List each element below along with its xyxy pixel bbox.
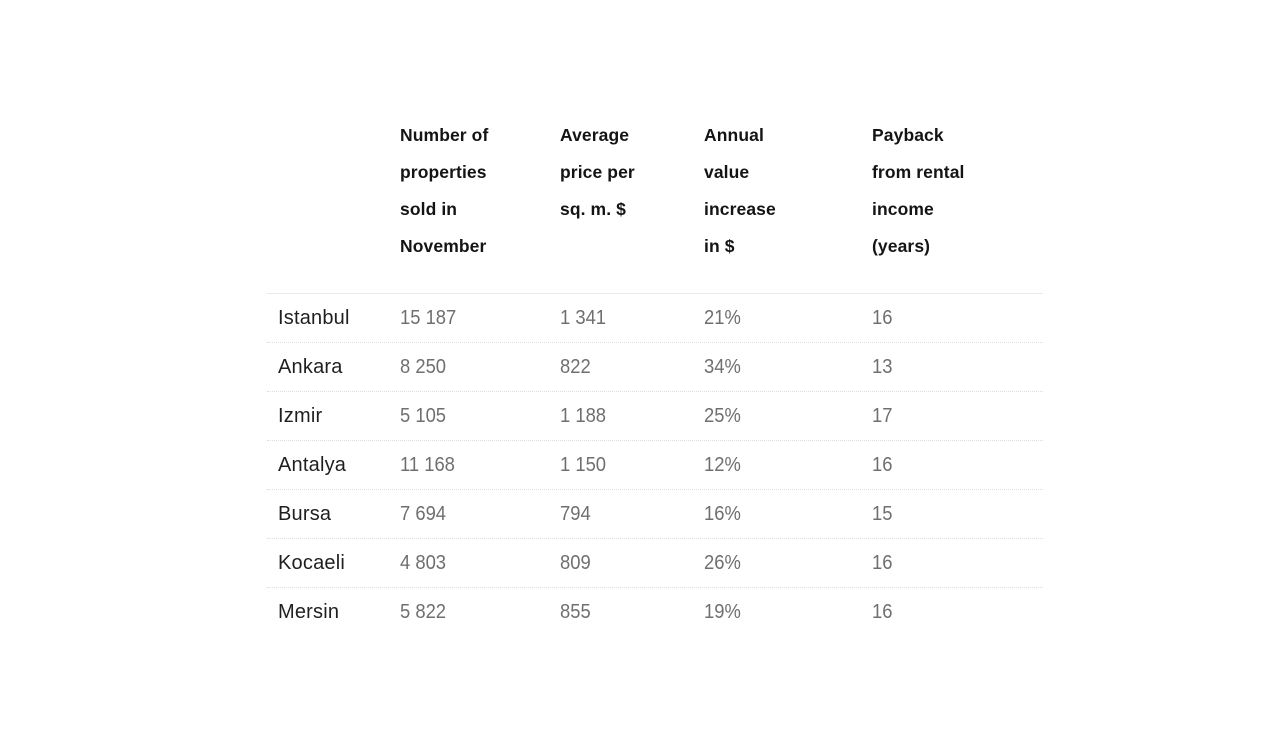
- cell-payback: 15: [872, 503, 1043, 526]
- cell-value: 1 341: [560, 306, 607, 329]
- table-body: Istanbul 15 187 1 341 21% 16 Ankara 8 250 822 34…: [267, 293, 1043, 637]
- cell-properties_sold: 5 822: [400, 601, 560, 624]
- column-header-line: income: [872, 199, 934, 219]
- cell-value: 1 188: [560, 404, 607, 427]
- cell-properties_sold: 5 105: [400, 405, 560, 428]
- cell-avg_price: 809: [560, 552, 704, 575]
- cell-value: 7 694: [400, 502, 447, 525]
- table-row: Izmir 5 105 1 188 25% 17: [267, 392, 1043, 441]
- cell-value: 855: [560, 601, 591, 623]
- cell-annual_increase: 16%: [704, 503, 872, 526]
- cell-annual_increase: 21%: [704, 307, 872, 330]
- table-row: Ankara 8 250 822 34% 13: [267, 343, 1043, 392]
- cell-payback: 16: [872, 454, 1043, 477]
- cell-value: 19%: [704, 601, 741, 623]
- table-row: Kocaeli 4 803 809 26% 16: [267, 539, 1043, 588]
- cell-properties_sold: 15 187: [400, 307, 560, 330]
- cell-value: 4 803: [400, 551, 447, 574]
- cell-value: 11 168: [400, 453, 455, 476]
- column-header-line: (years): [872, 236, 931, 256]
- cell-value: 16: [872, 601, 893, 623]
- column-header-line: from rental: [872, 162, 965, 182]
- column-header-payback: Payback from rental income (years): [872, 117, 1043, 265]
- cell-value: 5 822: [400, 601, 447, 623]
- cell-value: 16: [872, 551, 893, 574]
- cell-payback: 17: [872, 405, 1043, 428]
- table-row: Istanbul 15 187 1 341 21% 16: [267, 294, 1043, 343]
- table-row: Antalya 11 168 1 150 12% 16: [267, 441, 1043, 490]
- cell-value: 809: [560, 551, 591, 574]
- city-name: Izmir: [278, 404, 323, 427]
- city-name: Ankara: [278, 355, 343, 378]
- column-header-properties_sold: Number of properties sold in November: [400, 117, 560, 265]
- column-header-line: sq. m. $: [560, 199, 626, 219]
- city-property-table: Number of properties sold in November Averag…: [267, 117, 1043, 637]
- column-header-line: Annual: [704, 125, 764, 145]
- cell-value: 8 250: [400, 355, 447, 378]
- cell-value: 13: [872, 355, 893, 378]
- cell-value: 794: [560, 502, 591, 525]
- cell-value: 1 150: [560, 453, 607, 476]
- cell-properties_sold: 4 803: [400, 552, 560, 575]
- cell-payback: 16: [872, 552, 1043, 575]
- cell-properties_sold: 8 250: [400, 356, 560, 379]
- cell-properties_sold: 11 168: [400, 454, 560, 477]
- cell-properties_sold: 7 694: [400, 503, 560, 526]
- city-name: Bursa: [278, 502, 332, 525]
- column-header-line: in $: [704, 236, 735, 256]
- cell-annual_increase: 34%: [704, 356, 872, 379]
- cell-value: 16: [872, 453, 893, 476]
- column-header-line: sold in: [400, 199, 458, 219]
- cell-value: 34%: [704, 355, 741, 378]
- city-name: Antalya: [278, 453, 347, 476]
- column-header-line: price per: [560, 162, 635, 182]
- cell-avg_price: 1 150: [560, 454, 704, 477]
- cell-annual_increase: 26%: [704, 552, 872, 575]
- column-header-line: Number of: [400, 125, 489, 145]
- column-header-avg_price: Average price per sq. m. $: [560, 117, 704, 228]
- cell-annual_increase: 12%: [704, 454, 872, 477]
- column-header-line: Average: [560, 125, 630, 145]
- cell-payback: 16: [872, 601, 1043, 624]
- city-name: Kocaeli: [278, 551, 345, 574]
- cell-avg_price: 1 188: [560, 405, 704, 428]
- table-row: Bursa 7 694 794 16% 15: [267, 490, 1043, 539]
- cell-value: 5 105: [400, 404, 447, 427]
- cell-payback: 16: [872, 307, 1043, 330]
- column-header-line: properties: [400, 162, 487, 182]
- column-header-line: increase: [704, 199, 776, 219]
- city-name: Istanbul: [278, 306, 350, 329]
- cell-value: 822: [560, 355, 591, 378]
- cell-value: 16: [872, 306, 893, 329]
- cell-value: 21%: [704, 306, 741, 329]
- cell-value: 15: [872, 502, 893, 525]
- city-name: Mersin: [278, 601, 340, 623]
- cell-value: 15 187: [400, 306, 457, 329]
- column-header-annual_increase: Annual value increase in $: [704, 117, 872, 265]
- table-row: Mersin 5 822 855 19% 16: [267, 588, 1043, 637]
- cell-avg_price: 855: [560, 601, 704, 624]
- cell-value: 16%: [704, 502, 741, 525]
- cell-payback: 13: [872, 356, 1043, 379]
- cell-value: 25%: [704, 404, 741, 427]
- cell-value: 17: [872, 404, 893, 427]
- cell-avg_price: 822: [560, 356, 704, 379]
- column-header-line: Payback: [872, 125, 944, 145]
- table-header: Number of properties sold in November Averag…: [267, 117, 1043, 265]
- cell-avg_price: 794: [560, 503, 704, 526]
- cell-value: 26%: [704, 551, 741, 574]
- cell-annual_increase: 25%: [704, 405, 872, 428]
- column-header-line: November: [400, 236, 487, 256]
- cell-annual_increase: 19%: [704, 601, 872, 624]
- cell-avg_price: 1 341: [560, 307, 704, 330]
- column-header-line: value: [704, 162, 750, 182]
- cell-value: 12%: [704, 453, 741, 476]
